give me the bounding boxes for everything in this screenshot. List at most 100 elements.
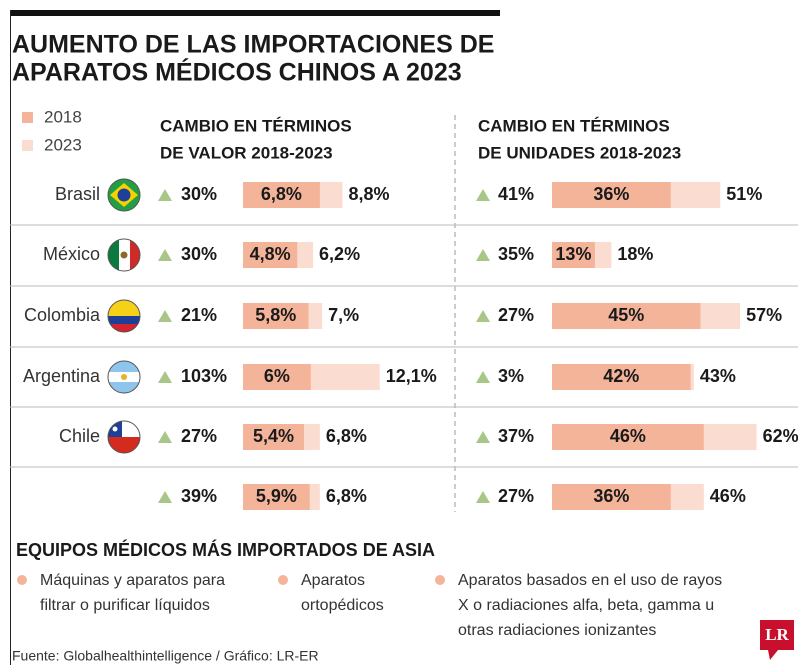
panel-heading: CAMBIO EN TÉRMINOS <box>160 116 352 135</box>
f <box>108 300 140 316</box>
bar-2018 <box>243 364 311 390</box>
panel-heading: DE UNIDADES 2018-2023 <box>478 143 681 162</box>
change-label: 35% <box>498 244 534 264</box>
panel-heading: DE VALOR 2018-2023 <box>160 143 333 162</box>
up-triangle <box>476 371 490 383</box>
legend-label: 2018 <box>44 107 82 126</box>
value-2018-label: 13% <box>555 244 591 264</box>
bar-2018 <box>243 424 305 450</box>
source: Fuente: Globalhealthintelligence / Gráfi… <box>12 648 319 664</box>
value-2018-label: 45% <box>608 305 644 325</box>
bar-2018 <box>243 182 320 208</box>
value-2018-label: 36% <box>593 486 629 506</box>
change-label: 27% <box>181 426 217 446</box>
value-2023-label: 6,2% <box>319 244 360 264</box>
flag-border <box>107 360 141 394</box>
up-triangle <box>158 431 172 443</box>
legend-label: 2023 <box>44 135 82 154</box>
flag-border <box>107 178 141 212</box>
f <box>130 239 140 271</box>
bar-2018 <box>243 303 309 329</box>
up-triangle <box>476 249 490 261</box>
change-label: 39% <box>181 486 217 506</box>
item-text: otras radiaciones ionizantes <box>458 622 656 639</box>
logo-box <box>760 620 794 650</box>
flag <box>107 420 141 454</box>
f <box>108 324 140 332</box>
country-label: Argentina <box>23 366 101 386</box>
change-label: 3% <box>498 366 524 386</box>
f <box>112 426 118 432</box>
bullet <box>17 575 27 585</box>
value-2023-label: 57% <box>746 305 782 325</box>
value-2018-label: 6,8% <box>261 184 302 204</box>
change-label: 30% <box>181 184 217 204</box>
f <box>117 188 131 202</box>
item-text: filtrar o purificar líquidos <box>40 597 210 614</box>
change-label: 37% <box>498 426 534 446</box>
flag-fill <box>108 179 140 211</box>
up-triangle <box>158 491 172 503</box>
title: AUMENTO DE LAS IMPORTACIONES DE <box>12 31 494 59</box>
value-2018-label: 6% <box>264 366 290 386</box>
country-label: México <box>43 244 100 264</box>
change-label: 27% <box>498 305 534 325</box>
section-title: EQUIPOS MÉDICOS MÁS IMPORTADOS DE ASIA <box>16 539 435 560</box>
flag-fill <box>108 239 140 271</box>
up-triangle <box>158 371 172 383</box>
value-2023-label: 6,8% <box>326 486 367 506</box>
value-2018-label: 5,9% <box>256 486 297 506</box>
bar-2018 <box>552 242 595 268</box>
item-text: Máquinas y aparatos para <box>40 572 225 589</box>
value-2023-label: 12,1% <box>386 366 437 386</box>
flag-border <box>107 420 141 454</box>
up-triangle <box>158 189 172 201</box>
item-text: Aparatos <box>301 572 365 589</box>
value-2023-label: 6,8% <box>326 426 367 446</box>
bar-2018 <box>552 424 704 450</box>
flag-border <box>107 238 141 272</box>
value-2018-label: 5,4% <box>253 426 294 446</box>
value-2023-label: 8,8% <box>348 184 389 204</box>
item-text: X o radiaciones alfa, beta, gamma u <box>458 597 714 614</box>
item-text: ortopédicos <box>301 597 384 614</box>
up-triangle <box>476 310 490 322</box>
country-label: Colombia <box>24 305 101 325</box>
bar-2018 <box>243 242 298 268</box>
up-triangle <box>476 491 490 503</box>
flag <box>107 238 141 272</box>
value-2018-label: 36% <box>593 184 629 204</box>
change-label: 41% <box>498 184 534 204</box>
flag-border <box>107 299 141 333</box>
bar-2018 <box>552 303 701 329</box>
panel-heading: CAMBIO EN TÉRMINOS <box>478 116 670 135</box>
value-2018-label: 5,8% <box>255 305 296 325</box>
logo: LR <box>765 625 789 644</box>
value-2018-label: 4,8% <box>250 244 291 264</box>
flag <box>107 360 141 394</box>
value-2023-label: 51% <box>726 184 762 204</box>
up-triangle <box>158 310 172 322</box>
country-label: Chile <box>59 426 100 446</box>
country-label: Brasil <box>55 184 100 204</box>
value-2023-label: 7,% <box>328 305 359 325</box>
up-triangle <box>476 189 490 201</box>
f <box>121 374 127 380</box>
up-triangle <box>476 431 490 443</box>
bullet <box>278 575 288 585</box>
top-bar <box>10 10 500 16</box>
flag <box>107 299 141 333</box>
value-2023-label: 43% <box>700 366 736 386</box>
bar-2018 <box>552 484 671 510</box>
up-triangle <box>158 249 172 261</box>
title: APARATOS MÉDICOS CHINOS A 2023 <box>12 58 462 87</box>
change-label: 27% <box>498 486 534 506</box>
value-2018-label: 46% <box>610 426 646 446</box>
flag <box>107 178 141 212</box>
legend-swatch <box>22 140 33 151</box>
legend-swatch <box>22 112 33 123</box>
bar-2018 <box>243 484 310 510</box>
value-2023-label: 62% <box>763 426 798 446</box>
logo-tail <box>768 650 778 660</box>
